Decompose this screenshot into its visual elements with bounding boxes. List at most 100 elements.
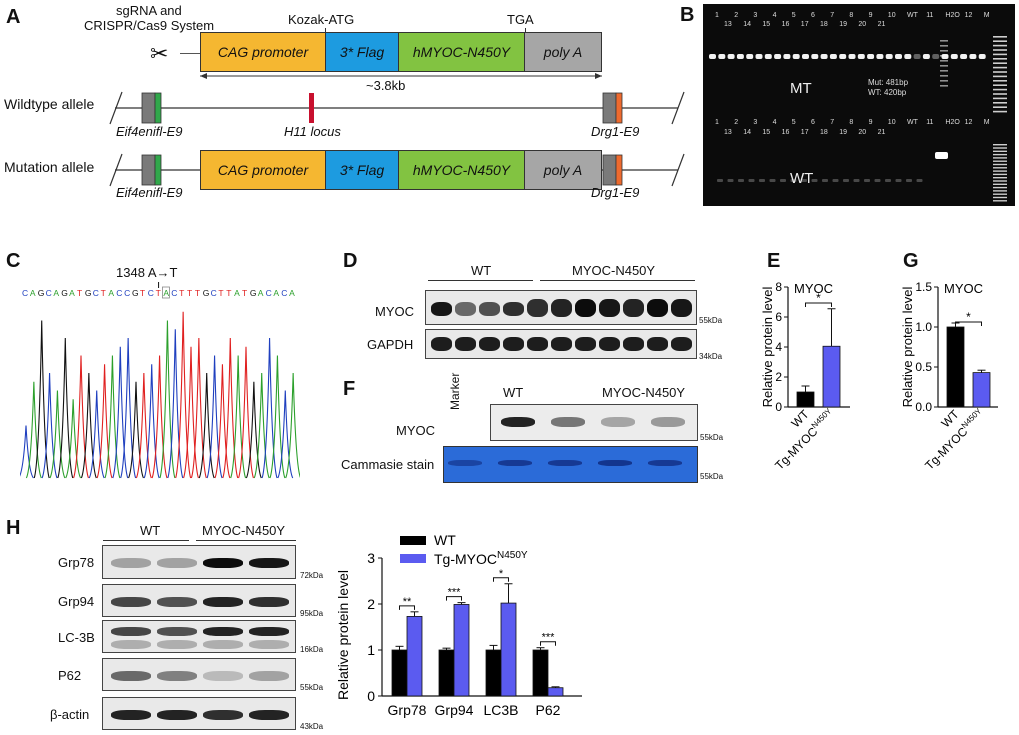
h-band	[157, 671, 197, 681]
gel-wt-smear	[940, 55, 948, 57]
base-letter: A	[69, 288, 75, 298]
gel-ladder-band	[993, 177, 1007, 179]
f-myoc-band	[501, 417, 535, 427]
chromatogram-peak	[245, 381, 262, 479]
gel-lane-label-top-2: 15	[762, 21, 770, 28]
gel-lane-label-top-2: 14	[743, 21, 751, 28]
d-wt-bar	[428, 280, 533, 281]
f-stain-band	[598, 460, 632, 466]
chromatogram-peak	[261, 337, 278, 479]
gel-wt-label: WT	[790, 170, 814, 187]
gel-lane-label-top-2: 21	[878, 21, 886, 28]
gel-lane-label-top: 1	[715, 12, 719, 19]
gel-ladder-band	[993, 88, 1007, 91]
category-label: LC3B	[483, 702, 518, 718]
gel-band	[969, 54, 977, 59]
gel-faint-band	[832, 179, 839, 182]
gel-band	[774, 54, 782, 59]
h-band	[111, 671, 151, 681]
h-band	[157, 710, 197, 720]
f-kda-1: 55kDa	[700, 433, 724, 442]
gel-band	[922, 54, 930, 59]
chromatogram-peak	[41, 372, 58, 479]
gel-lane-label-bottom-2: 20	[858, 129, 866, 136]
gel-faint-band	[843, 179, 849, 182]
system-label-1: sgRNA and	[116, 3, 182, 18]
d-gapdh-blot	[425, 329, 697, 359]
gel-lane-label-bottom: 8	[849, 119, 853, 126]
system-label-2: CRISPR/Cas9 System	[84, 18, 215, 33]
base-letter: G	[250, 288, 257, 298]
d-myoc-band	[575, 299, 596, 317]
h-band	[203, 710, 243, 720]
chart-h: 0 1 2 3 Relative protein level WT Tg-MYOCN450Y…	[335, 532, 582, 718]
gel-ladder-band	[993, 157, 1007, 159]
base-letter: T	[226, 288, 231, 298]
h-blot-row	[102, 697, 296, 730]
base-letter: T	[101, 288, 106, 298]
gel-faint-band	[811, 179, 818, 182]
category-label: P62	[536, 702, 561, 718]
chart-bar	[453, 604, 470, 697]
gel-ladder-band	[993, 160, 1007, 162]
gel-faint-band	[780, 179, 786, 182]
gel-ladder-band	[993, 150, 1007, 152]
gel-band	[829, 54, 837, 59]
sig-bracket	[446, 596, 462, 601]
gel-band	[746, 54, 754, 59]
gel-lane-label-top-2: 18	[820, 21, 828, 28]
chromatogram-peak	[65, 399, 82, 479]
gel-ladder-band	[993, 153, 1007, 156]
panel-h-letter: H	[6, 517, 21, 539]
drg-label-wt: Drg1-E9	[591, 124, 640, 139]
gel-ladder-band	[993, 163, 1007, 166]
gel-lane-label-top: WT	[907, 12, 919, 19]
gel-band	[802, 54, 809, 59]
base-letter: C	[281, 288, 287, 298]
gel-ladder-band	[993, 40, 1007, 42]
gel-lane-label-top: 6	[811, 12, 815, 19]
chromatogram-peak	[230, 355, 247, 479]
base-letter: C	[93, 288, 99, 298]
d-myoc-band	[479, 302, 500, 316]
chromatogram-peak	[159, 320, 176, 479]
sig-star: **	[403, 596, 412, 608]
eif-label-mut: Eif4enifl-E9	[116, 185, 183, 200]
chromatogram-peak	[80, 372, 97, 479]
gel-ladder-band	[993, 183, 1007, 185]
gel-wt-smear	[940, 45, 948, 47]
chromatogram-peak	[190, 337, 207, 479]
d-group-wt: WT	[471, 263, 492, 278]
gel-band	[839, 54, 847, 59]
h-band	[111, 597, 151, 607]
gel-band	[792, 54, 800, 59]
d-gapdh-band	[527, 337, 548, 351]
base-letter: T	[218, 288, 223, 298]
gel-wt-smear	[940, 85, 948, 87]
gel-lane-label-bottom-2: 13	[724, 129, 732, 136]
y-tick-label: 8	[775, 280, 782, 294]
d-gapdh-band	[575, 337, 596, 351]
f-myoc-blot	[490, 404, 698, 441]
poly-a-segment: poly A	[524, 32, 602, 72]
sig-star: *	[499, 568, 504, 580]
h-kda-label: 43kDa	[300, 722, 324, 731]
h-wt-bar	[103, 540, 189, 541]
base-letter: T	[140, 288, 145, 298]
h-row-label: P62	[58, 668, 82, 683]
gel-lane-label-top: 11	[926, 12, 933, 19]
h-band	[249, 558, 289, 568]
gel-wt-smear	[940, 70, 948, 72]
gel-faint-band	[717, 179, 723, 182]
drg-label-mut: Drg1-E9	[591, 185, 640, 200]
gel-band	[783, 54, 791, 59]
chromatogram-peak	[49, 390, 66, 479]
chromatogram-peak	[285, 372, 300, 479]
gel-lane-label-top: 2	[734, 12, 738, 19]
chromatogram-peak	[104, 355, 121, 479]
h-blot-row	[102, 545, 296, 579]
h-band	[203, 671, 243, 681]
gel-lane-label-bottom-2: 21	[878, 129, 886, 136]
gel-band	[736, 54, 744, 59]
